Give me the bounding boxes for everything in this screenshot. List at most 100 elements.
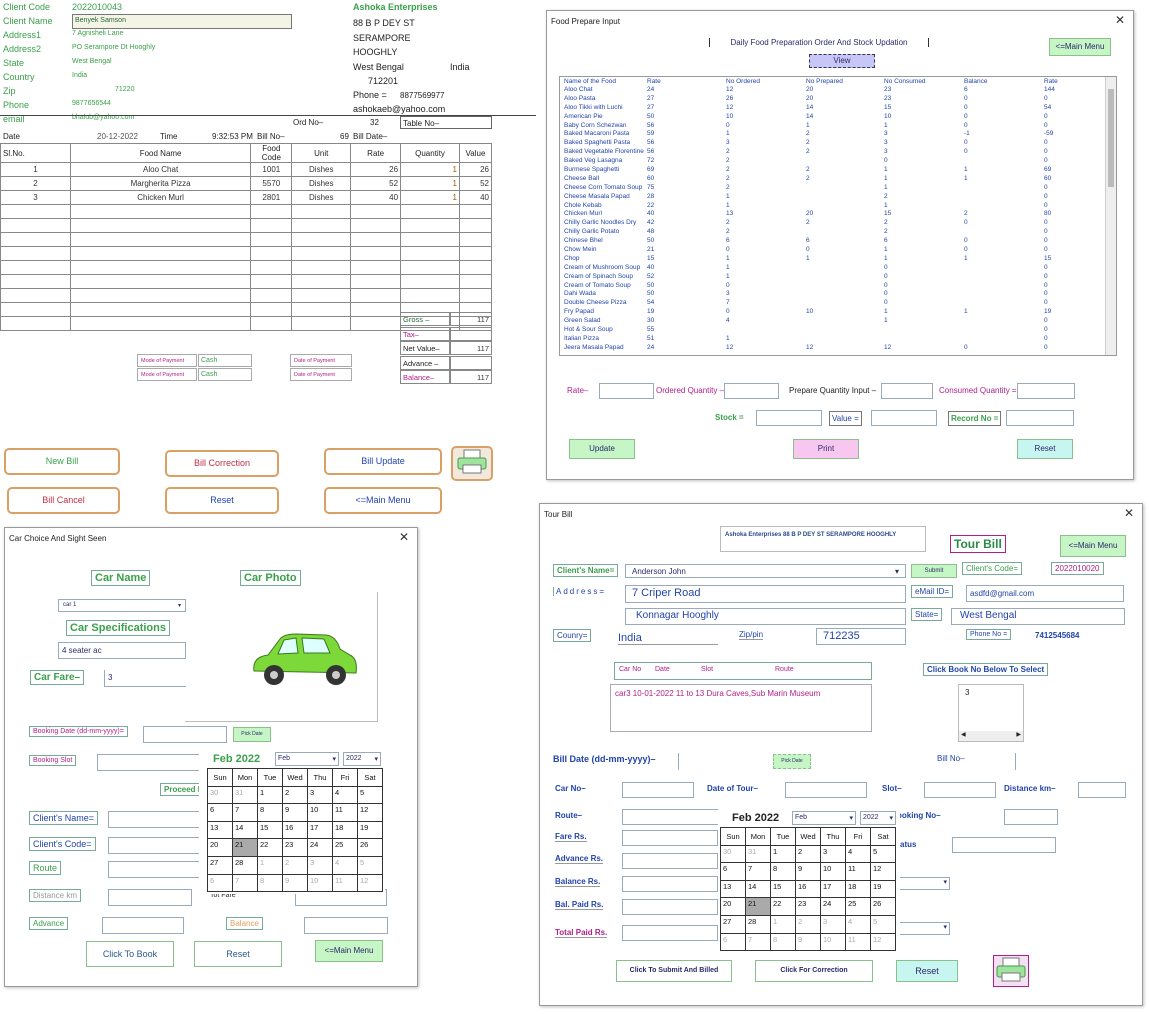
calendar-day[interactable]: 24 — [820, 897, 846, 916]
table-no-field[interactable]: Table No– — [400, 116, 492, 129]
food-row[interactable]: Cream of Tomato Soup 50 0 0 0 — [564, 282, 1104, 291]
pick-date-button[interactable]: Pick Date — [233, 727, 271, 742]
calendar-grid[interactable]: Sun Mon Tue Wed Thu Fri Sat 30 31 1 2 3 4 5 6 7 8 9 10 11 12… — [720, 827, 896, 952]
table-row[interactable]: 3 Chicken Murl 2801 Dishes 40 1 40 — [0, 190, 493, 205]
state-field[interactable]: West Bengal — [951, 608, 1125, 625]
calendar-day[interactable]: 1 — [257, 785, 283, 805]
calendar-day[interactable]: 10 — [307, 803, 333, 822]
bal-paid-field[interactable] — [622, 899, 718, 915]
calendar-day[interactable]: 16 — [282, 820, 308, 840]
table-row[interactable] — [0, 218, 493, 233]
book-no-item[interactable]: 3 — [965, 688, 970, 697]
calendar-day[interactable]: 4 — [845, 844, 871, 864]
date-picker-calendar[interactable]: Feb 2022 Feb ▾ 2022 ▾ Sun Mon Tue Wed Thu Fri Sa… — [718, 809, 900, 955]
food-row[interactable]: Baked Macaroni Pasta 59 1 2 3 -1 -59 — [564, 130, 1104, 139]
table-row[interactable] — [0, 204, 493, 219]
calendar-day[interactable]: 1 — [770, 844, 796, 864]
calendar-grid[interactable]: Sun Mon Tue Wed Thu Fri Sat 30 31 1 2 3 4 5 6 7 8 9 10 11 12… — [207, 768, 383, 893]
car-select[interactable]: car 1 ▾ — [58, 599, 186, 612]
calendar-day[interactable]: 9 — [282, 873, 308, 893]
calendar-day[interactable]: 6 — [720, 862, 746, 881]
calendar-day[interactable]: 11 — [845, 862, 871, 881]
ordered-field[interactable] — [724, 383, 779, 399]
route-field[interactable] — [622, 809, 732, 825]
email-field[interactable]: asdfd@gmail.com — [966, 585, 1124, 602]
calendar-day[interactable]: 5 — [357, 785, 383, 805]
calendar-day[interactable]: 4 — [332, 785, 358, 805]
address-line1[interactable]: 7 Criper Road — [625, 585, 906, 603]
bill-correction-button[interactable]: Bill Correction — [165, 450, 279, 477]
food-row[interactable]: Chilly Garlic Potato 48 2 2 0 — [564, 228, 1104, 237]
route-field[interactable] — [108, 861, 200, 878]
food-row[interactable]: Baked Vegetable Florentine 56 2 2 3 0 0 — [564, 148, 1104, 157]
calendar-day[interactable]: 7 — [232, 803, 258, 822]
booking-no-field[interactable] — [1004, 809, 1058, 825]
calendar-day[interactable]: 10 — [820, 862, 846, 881]
food-row[interactable]: Aloo Tikki with Luchi 27 12 14 15 0 54 — [564, 104, 1104, 113]
food-row[interactable]: Chilly Garlic Noodles Dry 42 2 2 2 0 0 — [564, 219, 1104, 228]
calendar-day[interactable]: 16 — [795, 879, 821, 899]
address-line2[interactable]: Konnagar Hooghly — [625, 608, 906, 625]
advance-field[interactable] — [622, 853, 718, 869]
distance-field[interactable] — [1078, 782, 1126, 798]
calendar-day[interactable]: 10 — [820, 932, 846, 952]
client-name-select[interactable]: Anderson John ▾ — [625, 564, 906, 578]
calendar-day[interactable]: 4 — [845, 914, 871, 934]
calendar-day[interactable]: 11 — [332, 873, 358, 893]
food-row[interactable]: Jeera Masala Papad 24 12 12 12 0 0 — [564, 344, 1104, 353]
view-button[interactable]: View — [809, 54, 875, 68]
calendar-day[interactable]: 25 — [332, 838, 358, 857]
mode-select[interactable]: ▾ — [898, 922, 950, 935]
calendar-day[interactable]: 13 — [207, 820, 233, 840]
food-row[interactable]: Double Cheese Pizza 54 7 0 0 — [564, 299, 1104, 308]
prepare-field[interactable] — [881, 383, 933, 399]
food-row[interactable]: Chicken Murl 40 13 20 15 2 80 — [564, 210, 1104, 219]
status-select[interactable]: ▾ — [898, 877, 950, 890]
calendar-day[interactable]: 8 — [770, 862, 796, 881]
book-no-list[interactable]: 3 ◀ ▶ — [958, 684, 1024, 742]
month-select[interactable]: Feb ▾ — [275, 752, 339, 766]
calendar-day[interactable]: 25 — [845, 897, 871, 916]
calendar-day[interactable]: 13 — [720, 879, 746, 899]
food-row[interactable]: Chinese Bhel 50 6 6 6 0 0 — [564, 237, 1104, 246]
scrollbar[interactable]: ◀ ▶ — [959, 731, 1023, 741]
consumed-field[interactable] — [1017, 383, 1075, 399]
food-row[interactable]: Cream of Spinach Soup 52 1 0 0 — [564, 273, 1104, 282]
reset-button[interactable]: Reset — [194, 941, 282, 967]
bill-cancel-button[interactable]: Bill Cancel — [7, 487, 120, 514]
calendar-day[interactable]: 6 — [207, 873, 233, 893]
calendar-day[interactable]: 2 — [795, 844, 821, 864]
submit-billed-button[interactable]: Click To Submit And Billed — [616, 960, 732, 982]
calendar-day[interactable]: 21 — [232, 838, 258, 857]
distance-field[interactable] — [108, 889, 192, 906]
close-icon[interactable]: ✕ — [1123, 506, 1134, 520]
table-row[interactable] — [0, 260, 493, 275]
calendar-day[interactable]: 14 — [745, 879, 771, 899]
month-select[interactable]: Feb ▾ — [792, 811, 856, 825]
reset-button[interactable]: Reset — [896, 960, 958, 982]
fare-field[interactable] — [622, 830, 718, 846]
calendar-day[interactable]: 24 — [307, 838, 333, 857]
table-row[interactable]: 2 Margherita Pizza 5570 Dishes 52 1 52 — [0, 176, 493, 191]
calendar-day[interactable]: 20 — [720, 897, 746, 916]
record-field[interactable] — [1006, 410, 1074, 426]
status-field[interactable] — [952, 837, 1056, 853]
date-picker-calendar[interactable]: Feb 2022 Feb ▾ 2022 ▾ Sun Mon Tue Wed Thu Fri Sa… — [199, 750, 385, 894]
slot-field[interactable] — [924, 782, 996, 798]
balance-field[interactable] — [622, 876, 718, 892]
calendar-day[interactable]: 11 — [332, 803, 358, 822]
calendar-day[interactable]: 2 — [795, 914, 821, 934]
client-name-field[interactable] — [108, 811, 200, 828]
food-row[interactable]: Aloo Chat 24 12 20 23 6 144 — [564, 86, 1104, 95]
calendar-day[interactable]: 5 — [357, 855, 383, 875]
calendar-day[interactable]: 26 — [870, 897, 896, 916]
calendar-day[interactable]: 19 — [357, 820, 383, 840]
date-of-tour-field[interactable] — [785, 782, 867, 798]
food-row[interactable]: Green Salad 30 4 1 0 — [564, 317, 1104, 326]
calendar-day[interactable]: 20 — [207, 838, 233, 857]
rate-field[interactable] — [599, 383, 654, 399]
booking-slot-field[interactable] — [97, 754, 202, 771]
calendar-day[interactable]: 6 — [720, 932, 746, 952]
food-list[interactable]: Name of the Food Rate No Ordered No Prepare… — [559, 76, 1117, 356]
calendar-day[interactable]: 2 — [282, 785, 308, 805]
